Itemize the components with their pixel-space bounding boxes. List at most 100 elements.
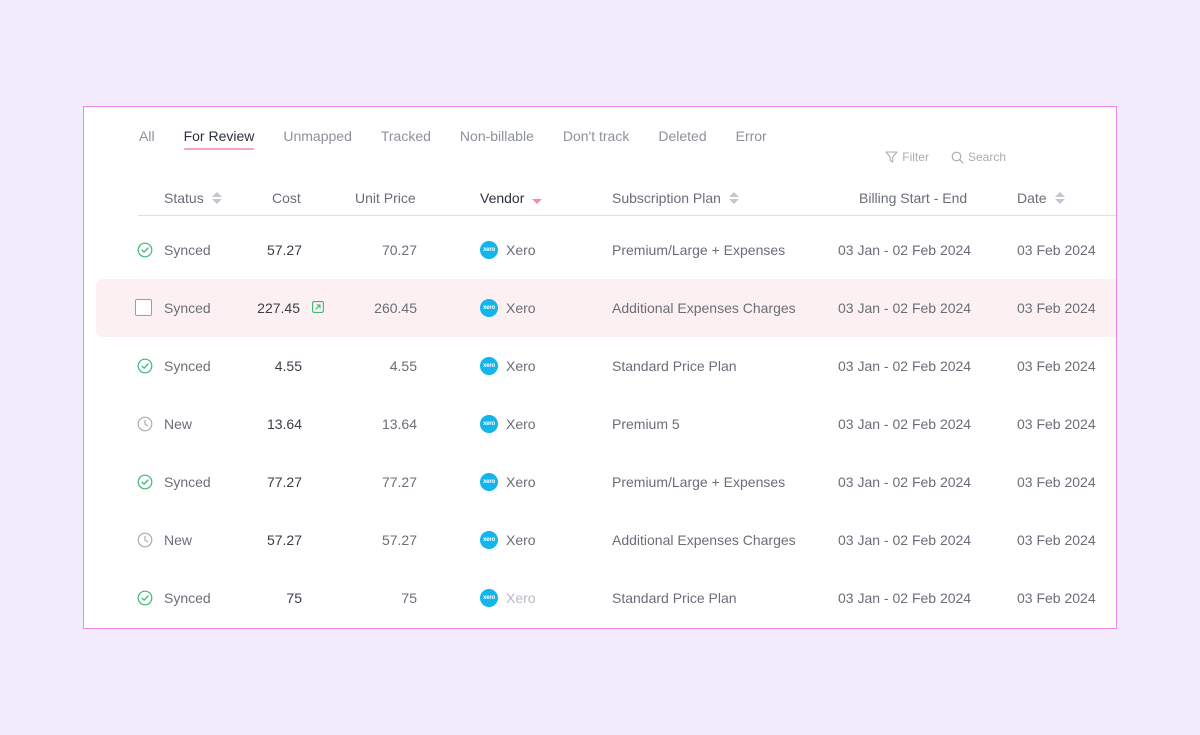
status-label: Synced <box>164 242 211 258</box>
row-checkbox[interactable] <box>135 299 152 316</box>
table-row[interactable]: Synced 57.27 70.27 xero Xero Premium/Lar… <box>96 221 1116 279</box>
cost-value: 4.55 <box>274 358 302 374</box>
date-value: 03 Feb 2024 <box>1017 358 1096 374</box>
billing-period: 03 Jan - 02 Feb 2024 <box>838 300 972 316</box>
table-row[interactable]: Synced 77.27 77.27 xero Xero Premium/Lar… <box>96 453 1116 511</box>
billing-period: 03 Jan - 02 Feb 2024 <box>838 358 972 374</box>
sort-descending-icon <box>532 193 543 204</box>
status-label: New <box>164 416 193 432</box>
filter-label: Filter <box>902 150 929 164</box>
xero-logo-icon: xero <box>480 241 498 259</box>
check-circle-icon <box>137 242 153 258</box>
status-label: New <box>164 532 193 548</box>
plan-name: Premium/Large + Expenses <box>612 242 786 258</box>
check-circle-icon <box>137 358 153 374</box>
xero-logo-icon: xero <box>480 473 498 491</box>
plan-name: Additional Expenses Charges <box>612 300 796 316</box>
vendor-name: Xero <box>506 358 536 374</box>
plan-name: Standard Price Plan <box>612 358 737 374</box>
date-value: 03 Feb 2024 <box>1017 416 1096 432</box>
vendor-name: Xero <box>506 532 536 548</box>
cost-value: 13.64 <box>266 416 302 432</box>
xero-logo-icon: xero <box>480 299 498 317</box>
table-row[interactable]: New 13.64 13.64 xero Xero Premium 5 03 J… <box>96 395 1116 453</box>
unit-price-value: 75 <box>401 590 417 606</box>
vendor-cell: xero Xero <box>480 337 536 395</box>
tab-for-review[interactable]: For Review <box>183 128 255 150</box>
date-value: 03 Feb 2024 <box>1017 590 1096 606</box>
table-row[interactable]: Synced 227.45 260.45 xero Xero Additiona… <box>96 279 1116 337</box>
billing-period: 03 Jan - 02 Feb 2024 <box>838 416 972 432</box>
xero-logo-icon: xero <box>480 531 498 549</box>
unit-price-value: 77.27 <box>381 474 417 490</box>
table-row[interactable]: Synced 75 75 xero Xero Standard Price Pl… <box>96 569 1116 627</box>
plan-name: Additional Expenses Charges <box>612 532 796 548</box>
check-circle-icon <box>137 590 153 606</box>
external-link-icon[interactable] <box>312 301 324 313</box>
billing-period: 03 Jan - 02 Feb 2024 <box>838 474 972 490</box>
column-header-billing[interactable]: Billing Start - End <box>859 190 968 206</box>
sort-icon <box>728 192 739 204</box>
tab-bar: All For Review Unmapped Tracked Non-bill… <box>139 128 767 150</box>
clock-icon <box>137 532 153 548</box>
tab-error[interactable]: Error <box>735 128 767 144</box>
date-value: 03 Feb 2024 <box>1017 474 1096 490</box>
unit-price-value: 13.64 <box>381 416 417 432</box>
status-label: Synced <box>164 590 211 606</box>
status-label: Synced <box>164 300 211 316</box>
table-toolbar: Filter Search <box>885 150 1006 164</box>
vendor-name: Xero <box>506 300 536 316</box>
table-row[interactable]: Synced 4.55 4.55 xero Xero Standard Pric… <box>96 337 1116 395</box>
tab-tracked[interactable]: Tracked <box>380 128 431 144</box>
column-header-date[interactable]: Date <box>1017 190 1065 206</box>
plan-name: Premium/Large + Expenses <box>612 474 786 490</box>
xero-logo-icon: xero <box>480 589 498 607</box>
search-icon <box>951 151 964 164</box>
status-label: Synced <box>164 358 211 374</box>
tab-deleted[interactable]: Deleted <box>658 128 707 144</box>
subscriptions-table-card: All For Review Unmapped Tracked Non-bill… <box>83 106 1117 629</box>
unit-price-value: 260.45 <box>374 300 417 316</box>
table-header: Status Cost Unit Price Vendor Subscripti… <box>138 189 1116 216</box>
check-circle-icon <box>137 474 153 490</box>
tab-non-billable[interactable]: Non-billable <box>459 128 534 144</box>
tab-unmapped[interactable]: Unmapped <box>283 128 352 144</box>
filter-icon <box>885 151 898 163</box>
vendor-name: Xero <box>506 474 536 490</box>
xero-logo-icon: xero <box>480 357 498 375</box>
vendor-cell: xero Xero <box>480 569 536 627</box>
cost-value: 75 <box>286 590 302 606</box>
column-header-cost[interactable]: Cost <box>272 190 301 206</box>
vendor-cell: xero Xero <box>480 453 536 511</box>
clock-icon <box>137 416 153 432</box>
billing-period: 03 Jan - 02 Feb 2024 <box>838 532 972 548</box>
sort-icon <box>1054 192 1065 204</box>
filter-button[interactable]: Filter <box>885 150 929 164</box>
sort-icon <box>211 192 222 204</box>
plan-name: Standard Price Plan <box>612 590 737 606</box>
vendor-cell: xero Xero <box>480 279 536 337</box>
date-value: 03 Feb 2024 <box>1017 300 1096 316</box>
search-label: Search <box>967 150 1006 164</box>
cost-value: 77.27 <box>266 474 302 490</box>
date-value: 03 Feb 2024 <box>1017 532 1096 548</box>
vendor-cell: xero Xero <box>480 511 536 569</box>
unit-price-value: 70.27 <box>381 242 417 258</box>
cost-value: 227.45 <box>257 300 300 316</box>
column-header-vendor[interactable]: Vendor <box>480 190 543 206</box>
column-header-unit-price[interactable]: Unit Price <box>355 190 416 206</box>
cost-value: 57.27 <box>266 242 302 258</box>
date-value: 03 Feb 2024 <box>1017 242 1096 258</box>
vendor-cell: xero Xero <box>480 221 536 279</box>
column-header-subscription-plan[interactable]: Subscription Plan <box>612 190 739 206</box>
xero-logo-icon: xero <box>480 415 498 433</box>
unit-price-value: 4.55 <box>389 358 417 374</box>
tab-all[interactable]: All <box>139 128 155 144</box>
tab-dont-track[interactable]: Don't track <box>562 128 630 144</box>
vendor-name: Xero <box>506 416 536 432</box>
column-header-status[interactable]: Status <box>164 190 222 206</box>
vendor-name: Xero <box>506 590 536 606</box>
table-row[interactable]: New 57.27 57.27 xero Xero Additional Exp… <box>96 511 1116 569</box>
search-button[interactable]: Search <box>951 150 1006 164</box>
vendor-cell: xero Xero <box>480 395 536 453</box>
